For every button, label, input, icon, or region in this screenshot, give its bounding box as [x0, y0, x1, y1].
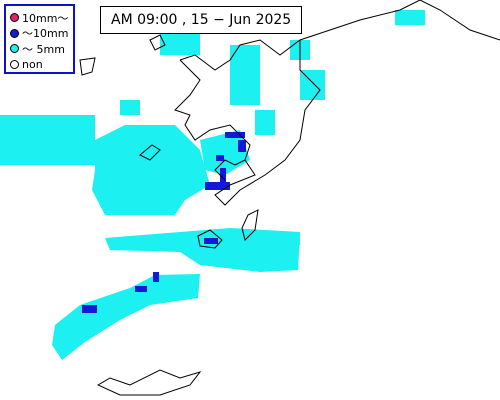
- legend-label: ～10mm: [22, 27, 69, 41]
- legend-swatch: [10, 59, 19, 69]
- legend: 10mm～ ～10mm ～ 5mm non: [4, 4, 75, 74]
- legend-label: 10mm～: [22, 11, 69, 25]
- coastline: [79, 0, 500, 396]
- legend-label: non: [22, 57, 43, 71]
- legend-item: ～10mm: [10, 26, 73, 42]
- timestamp: AM 09:00 , 15 − Jun 2025: [100, 6, 302, 34]
- legend-item: non: [10, 57, 73, 73]
- legend-label: ～ 5mm: [22, 42, 65, 56]
- legend-item: ～ 5mm: [10, 41, 73, 57]
- legend-swatch: [10, 44, 19, 54]
- legend-item: 10mm～: [10, 10, 73, 26]
- heavy-rain-area: [82, 132, 246, 313]
- legend-swatch: [10, 13, 19, 23]
- legend-swatch: [10, 28, 19, 38]
